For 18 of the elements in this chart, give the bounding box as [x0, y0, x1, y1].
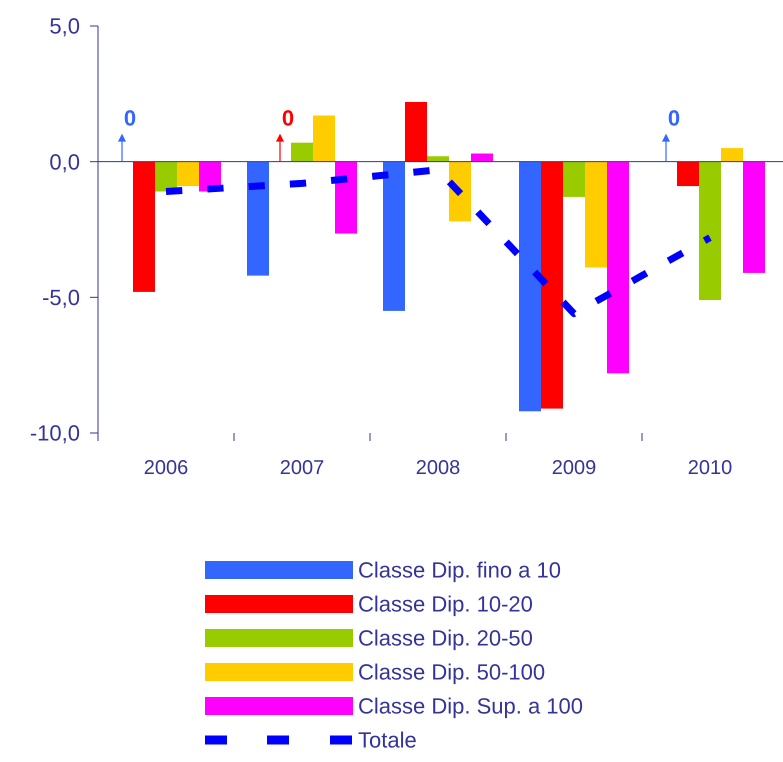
y-tick-label: -5,0: [42, 285, 80, 310]
legend-label: Classe Dip. 20-50: [358, 626, 533, 651]
legend-label: Classe Dip. 10-20: [358, 592, 533, 617]
x-tick-label: 2009: [552, 457, 596, 479]
x-tick-label: 2007: [280, 457, 324, 479]
x-tick-label: 2008: [416, 457, 460, 479]
annotation: 0: [124, 106, 136, 131]
legend-label: Classe Dip. Sup. a 100: [358, 694, 584, 719]
annotation: 0: [668, 106, 680, 131]
x-tick-label: 2006: [144, 457, 188, 479]
x-tick-label: 2010: [688, 457, 732, 479]
legend-label: Classe Dip. fino a 10: [358, 558, 561, 583]
y-tick-label: 5,0: [49, 14, 80, 39]
annotation: 0: [282, 106, 294, 131]
legend-label: Classe Dip. 50-100: [358, 660, 546, 685]
y-tick-label: -10,0: [30, 420, 80, 446]
y-tick-label: 0,0: [49, 149, 80, 174]
legend-label: Totale: [358, 728, 417, 753]
